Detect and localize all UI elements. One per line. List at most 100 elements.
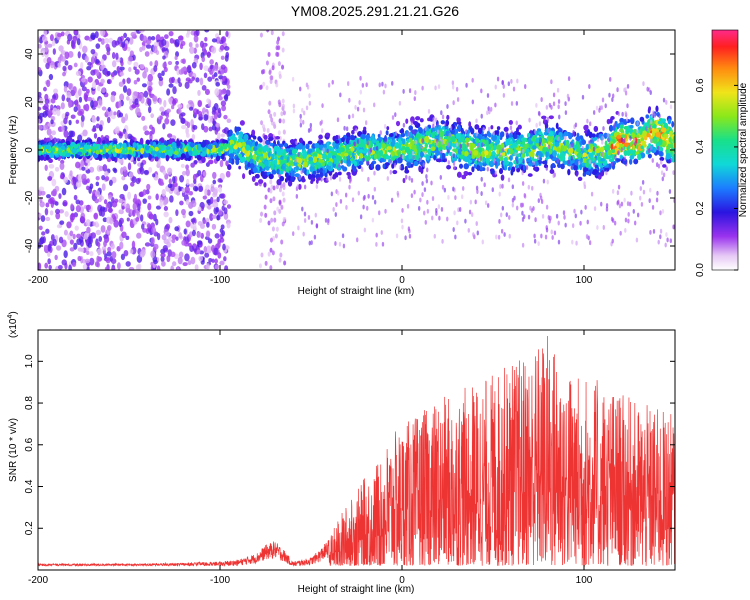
spectrogram-cell [120, 253, 126, 261]
spectrogram-cell [282, 129, 286, 135]
spectrogram-cell [108, 207, 113, 214]
spectrogram-cell [291, 143, 296, 147]
spectrogram-cell [138, 191, 144, 198]
spectrogram-cell [484, 133, 488, 138]
spectrogram-cell [68, 130, 74, 138]
spectrogram-cell [509, 155, 513, 161]
spectrogram-cell [594, 164, 599, 169]
spectrogram-cell [647, 107, 651, 114]
spectrogram-cell [268, 70, 272, 76]
spectrogram-cell [94, 31, 99, 39]
spectrogram-cell [67, 100, 72, 108]
spectrogram-cell [228, 153, 234, 159]
spectrogram-cell [173, 150, 179, 156]
spectrogram-cell [95, 59, 100, 64]
spectrogram-cell [40, 215, 46, 223]
spectrogram-cell [206, 98, 210, 104]
spectrogram-cell [60, 102, 65, 110]
spectrogram-cell [104, 171, 109, 177]
spectrogram-cell [226, 84, 231, 90]
spectrogram-cell [240, 155, 246, 163]
spectrogram-cell [47, 175, 53, 181]
spectrogram-cell [170, 265, 174, 270]
spectrogram-cell [645, 114, 650, 119]
spectrogram-cell [646, 132, 651, 138]
spectrogram-cell [297, 158, 303, 164]
spectrogram-cell [104, 38, 110, 44]
spectrogram-cell [192, 173, 197, 181]
spectrogram-cell [193, 159, 198, 165]
spectrogram-cell [167, 183, 173, 189]
spectrogram-cell [593, 125, 599, 133]
spectrogram-cell [179, 200, 184, 206]
spectrogram-cell [640, 145, 644, 150]
spectrogram-cell [442, 145, 447, 150]
spectrogram-cell [83, 149, 87, 154]
spectrogram-cell [221, 76, 226, 82]
spectrogram-cell [432, 117, 435, 123]
spectrogram-cell [48, 73, 54, 81]
spectrogram-cell [310, 177, 316, 182]
spectrogram-cell [218, 186, 223, 193]
spectrogram-cell [50, 119, 54, 125]
spectrogram-cell [425, 154, 430, 161]
spectrogram-cell [345, 144, 350, 151]
spectrogram-cell [160, 111, 166, 116]
spectrogram-cell [272, 196, 276, 202]
spectrogram-cell [271, 169, 277, 175]
spectrogram-cell [308, 156, 314, 162]
spectrogram-cell [217, 252, 222, 259]
spectrogram-cell [72, 86, 77, 94]
spectrogram-cell [275, 82, 279, 88]
spectrogram-cell [503, 157, 508, 163]
spectrogram-cell [560, 145, 565, 151]
spectrogram-cell [463, 163, 470, 170]
spectrogram-cell [265, 85, 269, 91]
spectrogram-cell [471, 166, 475, 173]
spectrogram-cell [220, 55, 225, 60]
spectrogram-cell [93, 153, 98, 159]
spectrogram-cell [363, 126, 367, 131]
spectrogram-cell [175, 60, 179, 66]
spectrogram-cell [394, 142, 400, 149]
spectrogram-cell [206, 245, 212, 254]
spectrogram-cell [140, 147, 145, 155]
spectrogram-cell [110, 94, 116, 103]
spectrogram-cell [640, 137, 645, 142]
spectrogram-cell [162, 170, 167, 176]
spectrogram-cell [80, 159, 85, 167]
spectrogram-cell [81, 86, 87, 92]
spectrogram-cell [302, 152, 308, 158]
spectrogram-cell [517, 124, 522, 130]
spectrogram-cell [370, 161, 374, 169]
spectrogram-cell [583, 124, 589, 131]
spectrogram-cell [386, 146, 392, 151]
spectrogram-cell [616, 134, 622, 139]
spectrogram-cell [259, 84, 263, 90]
spectrogram-cell [114, 127, 120, 134]
spectrogram-cell [275, 135, 281, 140]
spectrogram-cell [98, 197, 102, 203]
spectrogram-cell [375, 164, 381, 171]
spectrogram-cell [254, 141, 259, 147]
spectrogram-cell [163, 66, 168, 73]
spectrogram-cell [38, 186, 45, 192]
spectrogram-cell [220, 100, 227, 107]
spectrogram-cell [464, 150, 469, 157]
spectrogram-cell [549, 154, 553, 160]
spectrogram-cell [141, 115, 146, 121]
spectrogram-cell [178, 232, 183, 239]
spectrogram-cell [175, 51, 180, 58]
spectrogram-cell [260, 120, 264, 126]
spectrogram-cell [554, 141, 560, 147]
spectrogram-cell [176, 267, 180, 270]
spectrogram-cell [214, 64, 219, 72]
spectrogram-cell [44, 262, 49, 269]
spectrogram-cell [44, 93, 49, 101]
spectrogram-cell [80, 114, 85, 122]
spectrogram-cell [653, 147, 657, 153]
spectrogram-cell [136, 77, 140, 82]
spectrogram-cell [413, 148, 418, 153]
spectrogram-cell [75, 181, 82, 188]
spectrogram-cell [218, 209, 223, 216]
